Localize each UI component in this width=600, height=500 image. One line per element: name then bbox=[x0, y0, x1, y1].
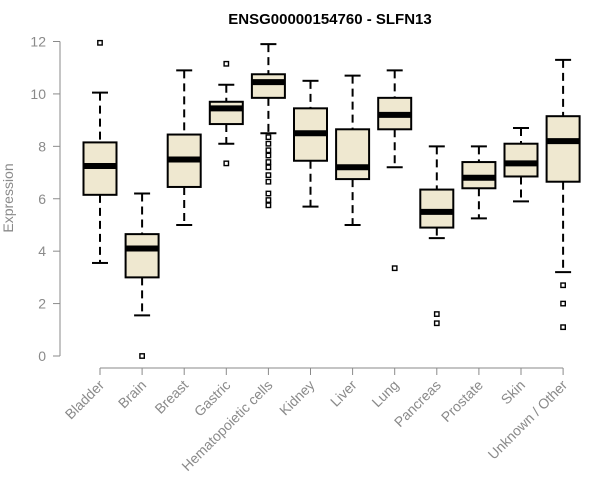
plot-area bbox=[82, 39, 581, 359]
y-tick-label: 0 bbox=[38, 348, 46, 364]
box-unknown-other bbox=[545, 58, 581, 331]
outlier-point bbox=[391, 265, 398, 272]
outlier-point bbox=[265, 197, 272, 203]
y-tick-label: 12 bbox=[30, 34, 46, 50]
outlier-point bbox=[265, 159, 272, 165]
outlier-point bbox=[223, 60, 230, 67]
x-tick-label: Prostate bbox=[438, 377, 486, 425]
iqr-box bbox=[208, 100, 244, 126]
outlier-point bbox=[265, 134, 272, 141]
outlier-point bbox=[265, 164, 272, 171]
box-skin bbox=[503, 126, 539, 203]
box-bladder bbox=[82, 39, 118, 264]
iqr-box bbox=[545, 115, 581, 183]
outlier-point bbox=[223, 160, 230, 167]
outlier-point bbox=[265, 202, 272, 209]
chart-title: ENSG00000154760 - SLFN13 bbox=[228, 11, 431, 28]
box-gastric bbox=[208, 60, 244, 167]
y-tick-label: 4 bbox=[38, 243, 46, 259]
outlier-point bbox=[265, 178, 272, 185]
outlier-point bbox=[97, 39, 103, 46]
iqr-box bbox=[419, 188, 455, 229]
outlier-point bbox=[560, 324, 567, 331]
outlier-point bbox=[265, 147, 272, 154]
y-tick-label: 2 bbox=[38, 296, 46, 312]
x-tick-label: Unknown / Other bbox=[485, 377, 571, 463]
x-tick-label: Liver bbox=[327, 377, 360, 410]
box-lung bbox=[377, 69, 413, 272]
outlier-point bbox=[265, 190, 272, 197]
box-pancreas bbox=[419, 145, 455, 327]
x-tick-label: Pancreas bbox=[391, 377, 444, 430]
outlier-point bbox=[560, 282, 567, 289]
box-liver bbox=[335, 74, 371, 226]
outlier-point bbox=[265, 172, 272, 179]
y-tick-label: 6 bbox=[38, 191, 46, 207]
y-axis: 0 2 4 6 8 10 12 bbox=[30, 34, 61, 364]
x-tick-label: Lung bbox=[368, 377, 401, 410]
outlier-point bbox=[265, 140, 272, 147]
box-breast bbox=[166, 69, 202, 226]
box-kidney bbox=[293, 79, 328, 208]
outlier-point bbox=[433, 320, 440, 327]
iqr-box bbox=[124, 233, 160, 279]
outlier-point bbox=[265, 152, 272, 159]
y-tick-label: 10 bbox=[30, 86, 46, 102]
box-brain bbox=[124, 192, 160, 359]
iqr-box bbox=[503, 142, 539, 178]
x-tick-label: Breast bbox=[151, 377, 191, 417]
x-tick-label: Brain bbox=[115, 377, 149, 411]
x-tick-label: Bladder bbox=[62, 377, 108, 423]
y-axis-label: Expression bbox=[0, 163, 16, 232]
box-hematopoietic-cells bbox=[250, 43, 286, 209]
iqr-box bbox=[335, 128, 371, 181]
x-tick-label: Skin bbox=[498, 377, 529, 408]
iqr-box bbox=[250, 73, 286, 99]
outlier-point bbox=[433, 311, 440, 317]
x-tick-label: Kidney bbox=[276, 377, 318, 419]
y-tick-label: 8 bbox=[38, 138, 46, 154]
outlier-point bbox=[139, 353, 145, 359]
box-prostate bbox=[461, 145, 497, 220]
outlier-point bbox=[560, 300, 567, 307]
